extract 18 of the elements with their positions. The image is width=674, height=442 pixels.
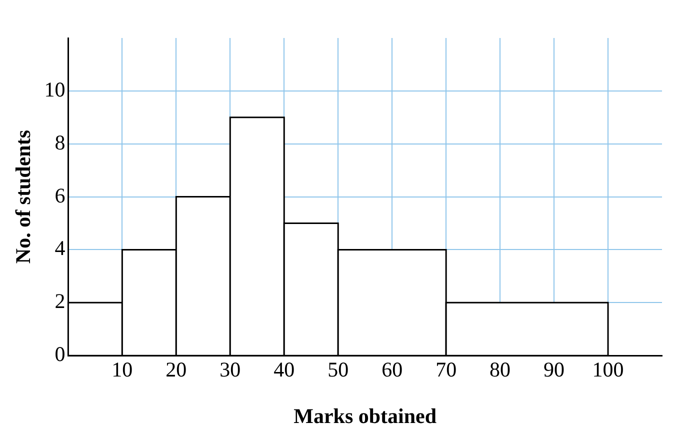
x-tick-label: 50 — [328, 358, 349, 382]
y-tick-label: 0 — [54, 342, 66, 366]
x-tick-label: 90 — [544, 358, 565, 382]
x-tick-label: 100 — [592, 358, 624, 382]
x-tick-label: 10 — [112, 358, 133, 382]
x-tick-label: 30 — [220, 358, 241, 382]
y-tick-label: 10 — [44, 77, 66, 102]
x-tick-label: 80 — [490, 358, 511, 382]
x-tick-label: 60 — [382, 358, 403, 382]
y-axis-title: No. of students — [11, 130, 36, 264]
y-tick-label: 4 — [54, 236, 66, 260]
y-tick-label: 6 — [54, 183, 66, 208]
y-tick-label: 8 — [54, 130, 66, 154]
y-tick-label: 2 — [54, 289, 66, 314]
x-axis-title: Marks obtained — [294, 404, 437, 428]
x-tick-label: 70 — [436, 358, 457, 382]
x-tick-label: 20 — [166, 358, 187, 382]
x-tick-label: 40 — [274, 358, 295, 382]
